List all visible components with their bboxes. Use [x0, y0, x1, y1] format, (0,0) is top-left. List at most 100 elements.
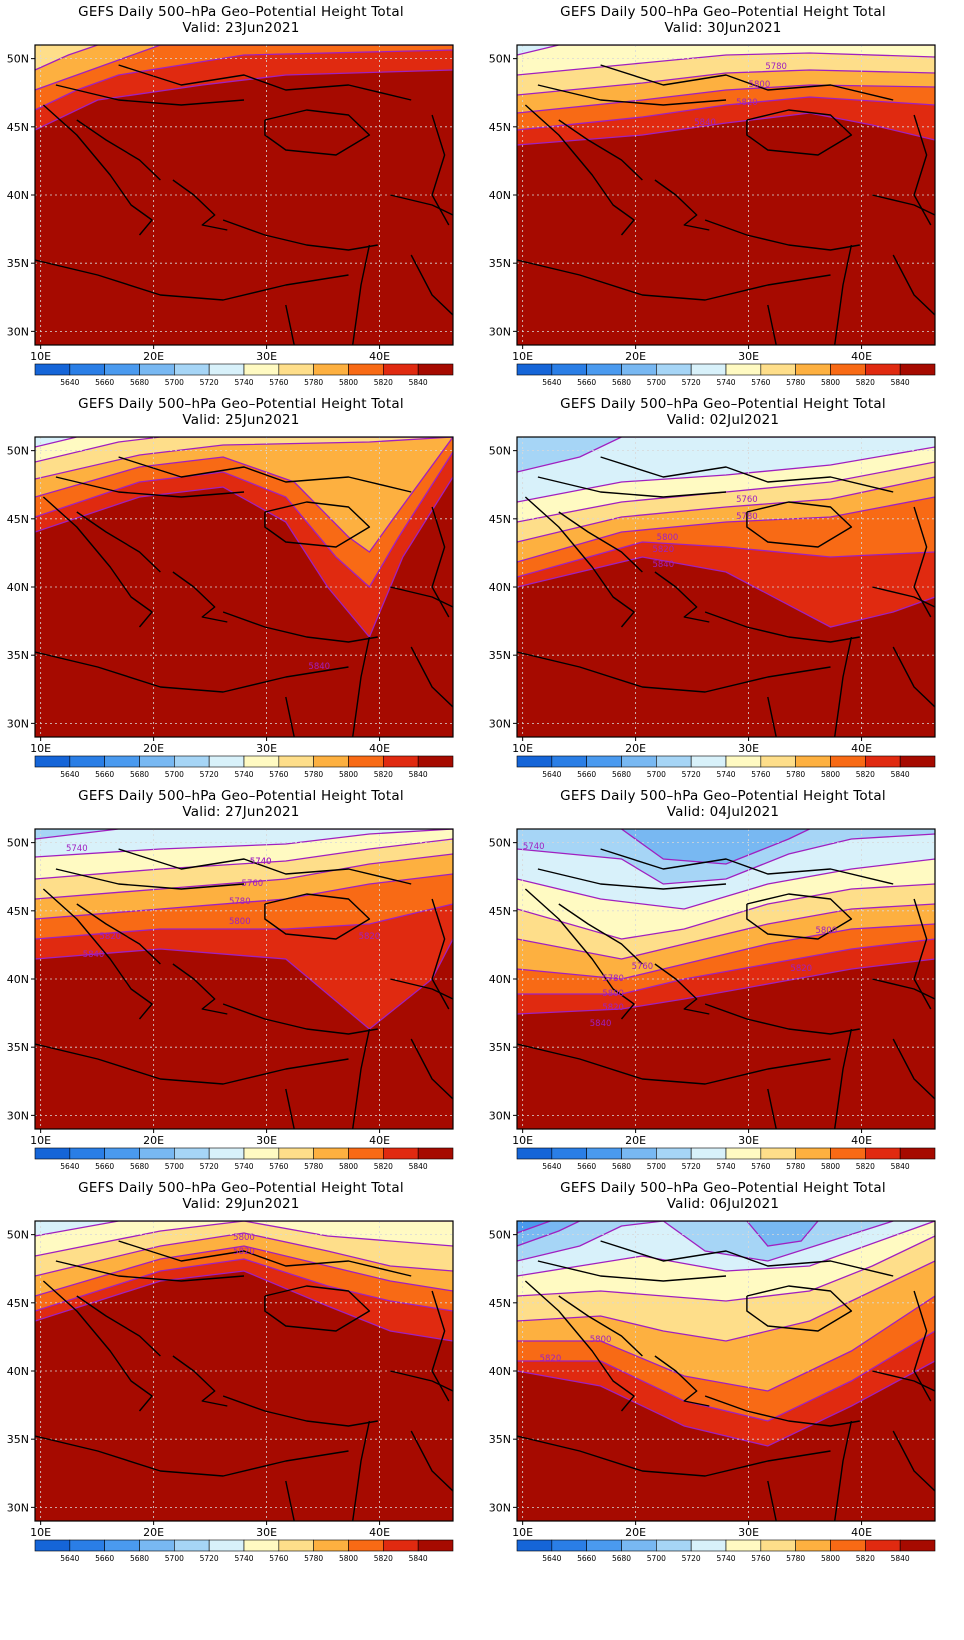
contour-band [35, 45, 453, 110]
colorbar-label: 5800 [821, 1554, 840, 1563]
coastline [537, 868, 727, 890]
contour-line [517, 1360, 935, 1447]
contour-label: 5840 [83, 950, 105, 960]
panel-valid-date: Valid: 23Jun2021 [182, 20, 300, 36]
contour-band [517, 437, 935, 502]
contour-line [35, 1245, 453, 1297]
lat-tick-label: 40N [7, 189, 29, 202]
lon-tick-label: 20E [625, 742, 646, 755]
colorbar-swatch [383, 1147, 419, 1160]
colorbar-swatch [865, 1539, 901, 1552]
contour-line [517, 1235, 935, 1302]
coastline [558, 511, 643, 573]
map-plot: 5740 5760 5780 5800 5800 5820 5820 5840 10E 20E 30… [489, 828, 936, 1171]
lat-tick-label: 35N [489, 1433, 511, 1446]
map-plot: 5780 5800 5820 5840 10E 20E 30E 40E 30N 35N 40N 45N… [489, 44, 936, 387]
colorbar-label: 5740 [716, 1162, 735, 1171]
colorbar-swatch [208, 755, 245, 768]
coastline [222, 1003, 378, 1035]
colorbar-label: 5840 [409, 1554, 428, 1563]
coastline [537, 84, 727, 106]
contour-line [35, 829, 453, 840]
contour-line [517, 437, 935, 473]
panel-title: GEFS Daily 500–hPa Geo–Potential Height … [560, 1180, 886, 1196]
colorbar-swatch [348, 755, 384, 768]
lon-tick-label: 30E [256, 350, 277, 363]
panel-title: GEFS Daily 500–hPa Geo–Potential Height … [560, 788, 886, 804]
coastline [600, 1240, 894, 1277]
coastline [222, 611, 378, 643]
colorbar-swatch [313, 1147, 349, 1160]
coastline [222, 219, 378, 251]
colorbar-label: 5820 [856, 770, 875, 779]
map-plot: 10E 20E 30E 40E 30N 35N 40N 45N 50N 5640 5660 5680 5… [7, 44, 454, 387]
colorbar-swatch [243, 1147, 280, 1160]
colorbar-swatch [656, 1147, 692, 1160]
colorbar-label: 5720 [200, 1554, 219, 1563]
coastline [42, 1280, 153, 1412]
colorbar-swatch [104, 1147, 140, 1160]
colorbar-label: 5740 [234, 378, 253, 387]
colorbar-label: 5740 [234, 1554, 253, 1563]
lat-tick-label: 40N [489, 1365, 511, 1378]
panel-valid-date: Valid: 25Jun2021 [182, 412, 300, 428]
colorbar-swatch [865, 363, 901, 376]
coastline [35, 1043, 349, 1085]
panel-title: GEFS Daily 500–hPa Geo–Potential Height … [560, 396, 886, 412]
coastline [704, 611, 860, 643]
coastline [558, 903, 643, 965]
lat-tick-label: 30N [489, 1109, 511, 1122]
coastline [517, 259, 831, 301]
colorbar-label: 5820 [374, 770, 393, 779]
contour-line [35, 1221, 453, 1257]
lat-tick-label: 50N [7, 53, 29, 66]
coastline [264, 1285, 371, 1332]
coastline [35, 1435, 349, 1477]
contour-band [35, 437, 453, 462]
lat-tick-label: 45N [7, 513, 29, 526]
contour-label: 5820 [652, 545, 674, 555]
coastline [558, 119, 643, 181]
lat-tick-label: 50N [489, 445, 511, 458]
colorbar-swatch [690, 363, 727, 376]
colorbar-label: 5840 [891, 1162, 910, 1171]
contour-band [35, 45, 453, 70]
lon-tick-label: 10E [30, 1134, 51, 1147]
contour-line [35, 49, 453, 111]
contour-label: 5800 [233, 1233, 255, 1243]
contour-line [517, 923, 935, 980]
coastline [913, 506, 932, 618]
lon-tick-label: 20E [143, 350, 164, 363]
coastline [222, 1395, 378, 1427]
panel-title: GEFS Daily 500–hPa Geo–Potential Height … [78, 396, 404, 412]
map-plot: 5800 5820 10E 20E 30E 40E 30N 35N 40N 45N 50N 5640 5… [7, 1220, 454, 1563]
colorbar-label: 5760 [269, 1162, 288, 1171]
coastline [264, 109, 371, 156]
colorbar-swatch [656, 363, 692, 376]
colorbar-label: 5780 [304, 770, 323, 779]
contour-line [35, 853, 453, 900]
colorbar-label: 5660 [577, 770, 596, 779]
lon-tick-label: 20E [143, 742, 164, 755]
colorbar-label: 5780 [304, 1554, 323, 1563]
contour-line [35, 903, 453, 940]
lat-tick-label: 30N [7, 717, 29, 730]
contour-band [517, 1221, 935, 1261]
lat-tick-label: 40N [7, 1365, 29, 1378]
colorbar-swatch [516, 1539, 553, 1552]
coastline [410, 1430, 453, 1492]
contour-line [35, 938, 453, 1030]
panel-valid-date: Valid: 04Jul2021 [666, 804, 780, 820]
lon-tick-label: 40E [851, 742, 872, 755]
coastline [172, 179, 228, 231]
map-plot: 5760 5780 5800 5820 5840 10E 20E 30E 40E 30N 35N 40… [489, 436, 936, 779]
colorbar-label: 5840 [409, 378, 428, 387]
colorbar-label: 5740 [234, 1162, 253, 1171]
colorbar-swatch [760, 1147, 796, 1160]
colorbar-label: 5700 [165, 770, 184, 779]
colorbar-swatch [586, 1147, 622, 1160]
coastline [524, 1280, 635, 1412]
colorbar-label: 5700 [165, 1162, 184, 1171]
colorbar-label: 5720 [682, 1162, 701, 1171]
lon-tick-label: 30E [256, 1134, 277, 1147]
